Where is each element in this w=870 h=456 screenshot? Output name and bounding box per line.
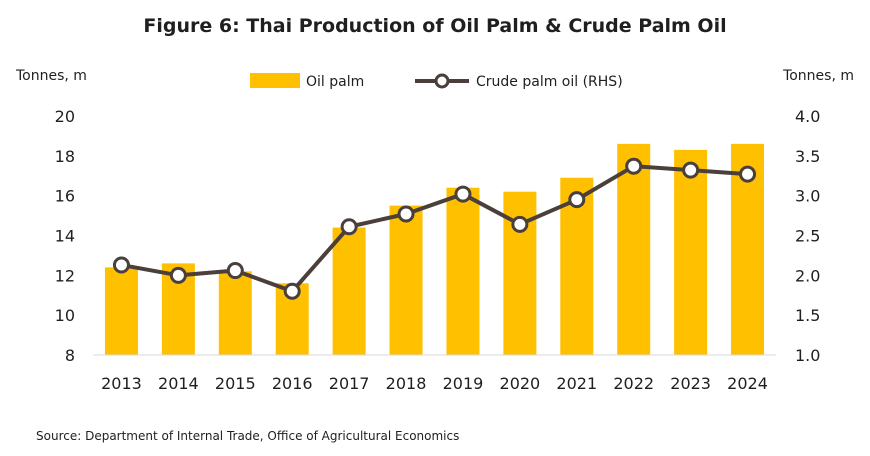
x-axis-tick-label: 2022 (613, 374, 654, 393)
x-axis-ticks: 2013 2014 2015 2016 2017 2018 2019 2020 2021 2022… (101, 374, 768, 393)
point-crude-palm-oil-2019 (454, 185, 472, 203)
left-axis-unit-label: Tonnes, m (15, 68, 87, 84)
right-axis-ticks: 1.0 1.5 2.0 2.5 3.0 3.5 4.0 (795, 107, 820, 365)
x-axis-tick-label: 2018 (386, 374, 427, 393)
line-crude-palm-oil (121, 164, 748, 294)
point-crude-palm-oil-2022 (625, 157, 643, 175)
bar-series-oil-palm (104, 143, 765, 355)
x-axis-tick-label: 2016 (272, 374, 313, 393)
left-axis-tick-label: 14 (55, 227, 75, 246)
x-axis-tick-label: 2019 (443, 374, 484, 393)
left-axis-tick-label: 20 (55, 107, 75, 126)
point-crude-palm-oil-2024 (739, 165, 757, 183)
x-axis-tick-label: 2014 (158, 374, 199, 393)
point-crude-palm-oil-2015 (226, 262, 244, 280)
left-axis-tick-label: 10 (55, 306, 75, 325)
point-crude-palm-oil-2020 (511, 215, 529, 233)
x-axis-tick-label: 2017 (329, 374, 370, 393)
point-crude-palm-oil-2017 (340, 218, 358, 236)
right-axis-unit-label: Tonnes, m (782, 68, 854, 84)
x-axis-tick-label: 2023 (670, 374, 711, 393)
left-axis-tick-label: 8 (65, 346, 75, 365)
x-axis-tick-label: 2013 (101, 374, 142, 393)
x-axis-tick-label: 2015 (215, 374, 256, 393)
source-note: Source: Department of Internal Trade, Of… (36, 429, 459, 443)
bar-oil-palm-2018 (389, 205, 423, 355)
point-crude-palm-oil-2021 (568, 191, 586, 209)
point-crude-palm-oil-2016 (283, 282, 301, 300)
right-axis-tick-label: 3.0 (795, 187, 820, 206)
x-axis-tick-label: 2021 (556, 374, 597, 393)
left-axis-tick-label: 18 (55, 147, 75, 166)
bar-oil-palm-2022 (617, 143, 651, 355)
point-crude-palm-oil-2018 (397, 205, 415, 223)
legend: Oil palm Crude palm oil (RHS) (250, 73, 623, 90)
point-crude-palm-oil-2023 (682, 161, 700, 179)
point-crude-palm-oil-2013 (112, 256, 130, 274)
x-axis-tick-label: 2024 (727, 374, 768, 393)
left-axis-tick-label: 12 (55, 266, 75, 285)
chart-title: Figure 6: Thai Production of Oil Palm & … (143, 15, 726, 37)
left-axis-tick-label: 16 (55, 187, 75, 206)
bar-oil-palm-2013 (104, 267, 138, 355)
right-axis-tick-label: 3.5 (795, 147, 820, 166)
legend-swatch-oil-palm (250, 73, 300, 88)
legend-label-oil-palm: Oil palm (306, 74, 364, 90)
bar-oil-palm-2015 (218, 271, 252, 355)
left-axis-ticks: 8 10 12 14 16 18 20 (55, 107, 75, 365)
bar-oil-palm-2023 (674, 149, 708, 355)
bar-oil-palm-2019 (446, 187, 480, 355)
right-axis-tick-label: 2.0 (795, 266, 820, 285)
legend-label-crude-palm-oil: Crude palm oil (RHS) (476, 74, 623, 90)
bar-oil-palm-2017 (332, 227, 366, 355)
point-crude-palm-oil-2014 (169, 266, 187, 284)
right-axis-tick-label: 4.0 (795, 107, 820, 126)
right-axis-tick-label: 1.5 (795, 306, 820, 325)
line-series-crude-palm-oil (112, 157, 757, 300)
right-axis-tick-label: 2.5 (795, 227, 820, 246)
x-axis-tick-label: 2020 (500, 374, 541, 393)
right-axis-tick-label: 1.0 (795, 346, 820, 365)
legend-marker-crude-palm-oil (434, 73, 450, 89)
